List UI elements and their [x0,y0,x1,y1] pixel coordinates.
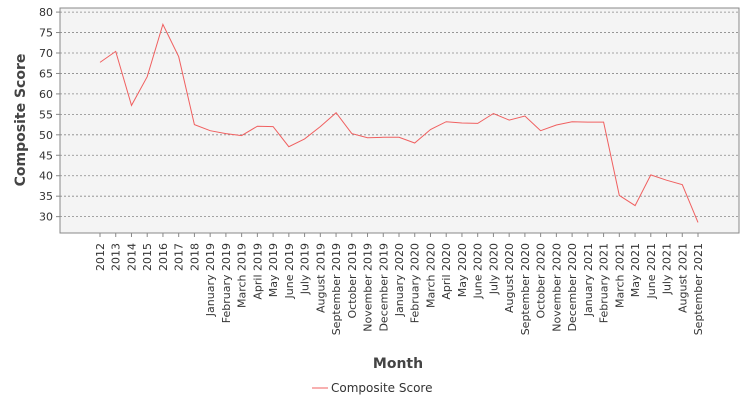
x-tick-label: June 2019 [283,243,296,299]
y-tick-label: 75 [39,27,53,40]
x-tick-label: April 2019 [251,243,264,300]
y-tick-label: 55 [39,108,53,121]
x-tick-label: December 2019 [377,243,390,332]
grid-lines [60,11,739,218]
x-tick-label: October 2019 [346,243,359,319]
x-tick-label: May 2021 [629,243,642,297]
x-tick-label: August 2019 [314,243,327,313]
x-tick-label: September 2019 [330,243,343,335]
y-tick-label: 65 [39,67,53,80]
x-tick-label: January 2019 [204,243,217,317]
x-tick-label: December 2020 [566,243,579,332]
plot-area [59,7,740,234]
y-tick-label: 80 [39,6,53,19]
series-line-composite-score [99,23,699,223]
x-tick-label: June 2021 [645,243,658,299]
x-tick-label: November 2019 [362,243,375,332]
y-axis-title: Composite Score [13,54,29,187]
y-axis-ticks: 30 35 40 45 50 55 60 65 70 75 80 [39,6,60,224]
y-tick-label: 70 [39,47,53,60]
x-tick-label: October 2020 [535,243,548,319]
x-tick-label: July 2019 [299,243,312,295]
x-tick-label: 2015 [141,243,154,271]
x-tick-label: 2017 [173,243,186,271]
x-tick-label: April 2020 [440,243,453,300]
x-tick-label: June 2020 [472,243,485,299]
y-tick-label: 60 [39,88,53,101]
x-tick-label: 2013 [110,243,123,271]
x-tick-label: January 2021 [582,243,595,317]
x-tick-label: September 2021 [692,243,705,335]
y-tick-label: 40 [39,170,53,183]
x-tick-label: July 2020 [487,243,500,295]
x-tick-label: May 2020 [456,243,469,297]
x-tick-label: March 2021 [613,243,626,308]
x-tick-label: July 2021 [661,243,674,295]
x-tick-label: 2018 [188,243,201,271]
x-tick-label: August 2020 [503,243,516,313]
x-tick-label: February 2021 [598,243,611,323]
y-tick-label: 50 [39,129,53,142]
y-tick-label: 35 [39,190,53,203]
x-tick-label: 2012 [94,243,107,271]
x-tick-label: 2014 [125,243,138,271]
x-tick-label: August 2021 [676,243,689,313]
y-tick-label: 30 [39,211,53,224]
x-tick-label: March 2020 [424,243,437,308]
legend-label: Composite Score [331,381,432,395]
x-tick-label: 2016 [157,243,170,271]
legend: Composite Score [312,381,432,395]
x-axis-title: Month [373,356,423,372]
x-tick-label: September 2020 [519,243,532,335]
x-tick-label: March 2019 [236,243,249,308]
x-tick-label: January 2020 [393,243,406,317]
x-tick-label: February 2019 [220,243,233,323]
x-axis-ticks: 2012 2013 2014 2015 2016 2017 2018 January 2019… [94,233,705,335]
x-tick-label: November 2020 [550,243,563,332]
y-tick-label: 45 [39,149,53,162]
x-tick-label: May 2019 [267,243,280,297]
x-tick-label: February 2020 [409,243,422,323]
